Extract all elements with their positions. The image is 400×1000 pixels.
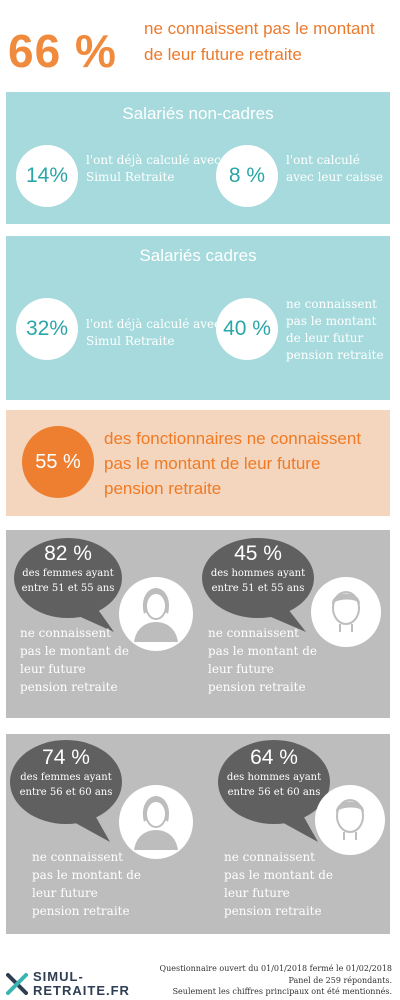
logo-x-icon	[6, 973, 28, 995]
bubble-content: 82 % des femmes ayant entre 51 et 55 ans	[14, 542, 122, 596]
caption-text: ne connaissent pas le montant de leur fu…	[208, 626, 318, 694]
stat-circle: 14%	[16, 145, 78, 207]
stat-description: des fonctionnaires ne connaissent pas le…	[104, 429, 362, 498]
stat-circle: 40 %	[216, 298, 278, 360]
panel-title: Salariés non-cadres	[122, 104, 274, 123]
speech-bubble	[218, 740, 330, 842]
speech-bubble	[10, 740, 122, 842]
bubble-percent: 45 %	[234, 542, 282, 565]
man-avatar-icon	[311, 577, 381, 647]
stat-circle: 8 %	[216, 145, 278, 207]
bubble-content: 74 % des femmes ayant entre 56 et 60 ans	[10, 746, 122, 800]
stat-description: ne connaissent pas le montant de leur fu…	[286, 297, 384, 362]
caption-text: ne connaissent pas le montant de leur fu…	[32, 850, 142, 918]
panel-non-cadres: Salariés non-cadres 14% l'ont déjà calcu…	[6, 92, 390, 224]
stat-description: l'ont déjà calculé avec Simul Retraite	[86, 153, 221, 184]
bubble-percent: 82 %	[44, 542, 92, 565]
footnote-line: Seulement les chiffres principaux ont ét…	[172, 987, 392, 996]
stat-value: 8 %	[228, 164, 266, 187]
panel-title: Salariés cadres	[139, 246, 257, 265]
footnote-line: Questionnaire ouvert du 01/01/2018 fermé…	[159, 964, 392, 973]
stat-value: 40 %	[223, 317, 271, 340]
woman-avatar-icon	[119, 577, 193, 651]
panel-cadres: Salariés cadres 32% l'ont déjà calculé a…	[6, 236, 390, 400]
panel-age-56-60: 74 % des femmes ayant entre 56 et 60 ans…	[6, 734, 390, 934]
panel-age-51-55: 82 % des femmes ayant entre 51 et 55 ans…	[6, 530, 390, 718]
man-avatar-icon	[315, 785, 385, 855]
stat-value: 14%	[25, 164, 69, 187]
bubble-percent: 64 %	[250, 746, 298, 769]
logo-text: SIMUL-	[33, 969, 84, 984]
caption-text: ne connaissent pas le montant de leur fu…	[20, 626, 130, 694]
stat-circle: 32%	[16, 298, 78, 360]
bubble-content: 45 % des hommes ayant entre 51 et 55 ans	[202, 542, 314, 596]
stat-description: l'ont calculé avec leur caisse	[286, 153, 383, 184]
footnote-line: Panel de 259 répondants.	[288, 976, 392, 985]
speech-bubble	[202, 538, 314, 632]
woman-avatar-icon	[119, 785, 193, 859]
stat-description: l'ont déjà calculé avec Simul Retraite	[86, 317, 221, 348]
logo-text: RETRAITE.FR	[33, 983, 130, 998]
stat-value: 55 %	[35, 450, 81, 473]
stat-circle: 55 %	[22, 426, 94, 498]
bubble-content: 64 % des hommes ayant entre 56 et 60 ans	[218, 746, 330, 800]
stat-value: 32%	[25, 317, 69, 340]
speech-bubble	[14, 538, 122, 632]
panel-fonctionnaires: 55 % des fonctionnaires ne connaissent p…	[6, 410, 390, 516]
headline-percent: 66 %	[8, 25, 117, 77]
headline-text: ne connaissent pas le montant de leur fu…	[144, 19, 375, 64]
bubble-percent: 74 %	[42, 746, 90, 769]
caption-text: ne connaissent pas le montant de leur fu…	[224, 850, 334, 918]
